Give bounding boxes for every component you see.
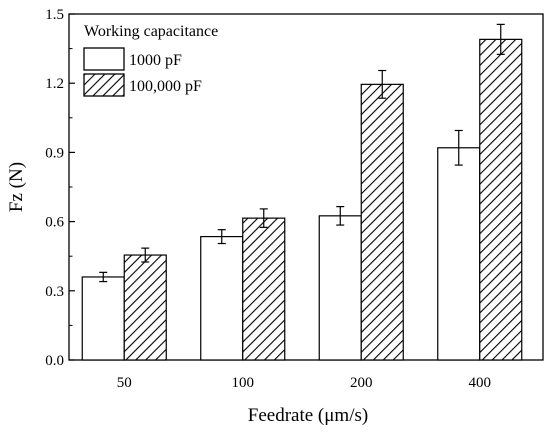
legend-swatch-series-2 [83, 73, 125, 97]
y-tick-label: 0.9 [45, 145, 64, 161]
bar-2 [242, 217, 286, 361]
x-tick-label: 400 [469, 375, 492, 391]
y-tick-label: 1.2 [45, 76, 64, 92]
x-tick-label: 50 [117, 375, 132, 391]
bar-2 [479, 38, 523, 361]
legend-label-series-2: 100,000 pF [129, 78, 202, 95]
bar-2 [123, 254, 167, 361]
x-tick-label: 200 [350, 375, 373, 391]
legend: Working capacitance 1000 pF 100,000 pF [83, 23, 218, 97]
bar-1 [200, 235, 244, 361]
legend-label-series-1: 1000 pF [129, 52, 182, 69]
y-axis-title: Fz (N) [6, 162, 27, 212]
legend-swatch-series-1 [83, 47, 125, 71]
bar-1 [437, 147, 481, 361]
x-tick-label: 100 [232, 375, 255, 391]
legend-title: Working capacitance [84, 23, 218, 40]
bar-1 [318, 215, 362, 361]
x-axis-title: Feedrate (μm/s) [248, 405, 368, 426]
y-tick-label: 1.5 [45, 7, 64, 23]
y-tick-label: 0.3 [45, 284, 64, 300]
y-tick-label: 0.6 [45, 215, 64, 231]
y-tick-label: 0.0 [45, 353, 64, 369]
plot-area: 0.0 0.3 0.6 0.9 1.2 1.5 50 100 200 400 [45, 7, 544, 391]
bar-1 [81, 276, 125, 361]
bar-2 [360, 83, 404, 361]
